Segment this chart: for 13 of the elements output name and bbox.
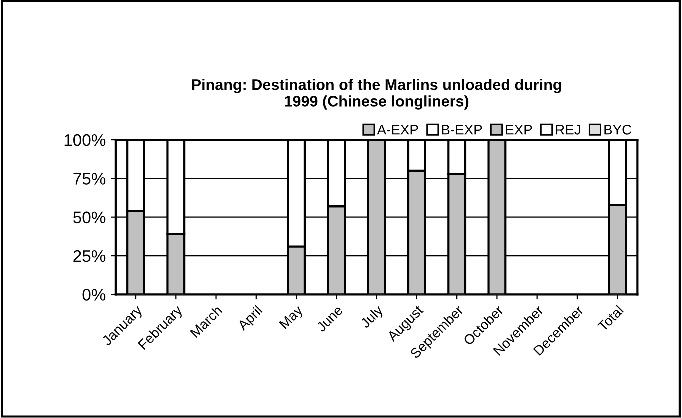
legend-label: B-EXP: [442, 125, 482, 135]
y-tick-label: 25%: [74, 250, 106, 262]
chart-title: Pinang: Destination of the Marlins unloaded during 1999 (Chinese longliners): [192, 79, 562, 110]
legend-label: REJ: [556, 125, 580, 135]
x-tick-label: July: [359, 304, 386, 331]
x-tick-label: May: [279, 304, 306, 332]
legend-label: A-EXP: [377, 125, 418, 135]
y-tick-label: 0%: [82, 289, 106, 301]
y-tick-label: 100%: [64, 134, 106, 146]
y-tick-label: 50%: [74, 212, 106, 224]
legend-label: EXP: [506, 125, 532, 135]
legend-label: BYC: [604, 124, 632, 135]
y-tick-label: 75%: [74, 173, 106, 185]
